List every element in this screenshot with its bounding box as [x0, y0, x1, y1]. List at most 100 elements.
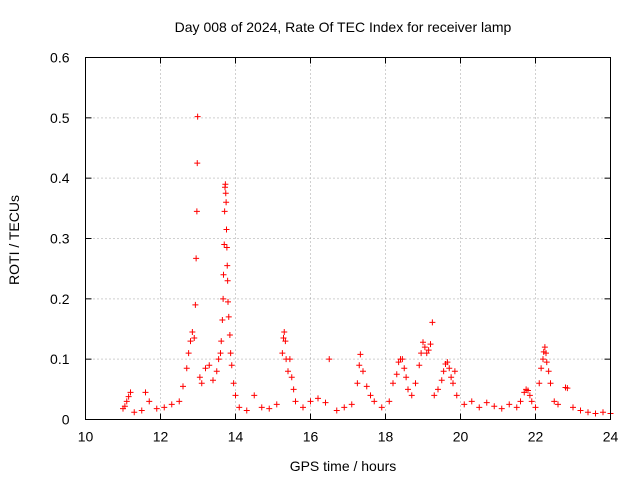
- data-point: [121, 403, 128, 410]
- data-point: [230, 380, 237, 387]
- data-point: [448, 374, 455, 381]
- data-point: [538, 365, 545, 372]
- data-point: [223, 199, 230, 206]
- data-points: [120, 113, 614, 417]
- x-tick-label: 24: [603, 429, 619, 445]
- data-point: [405, 386, 411, 393]
- data-point: [202, 365, 209, 372]
- data-point: [226, 332, 233, 339]
- data-point: [545, 368, 552, 375]
- data-point: [532, 404, 539, 411]
- data-point: [290, 386, 297, 393]
- axis-ticks: [85, 57, 611, 420]
- grid-lines: [85, 57, 611, 420]
- data-point: [564, 385, 571, 392]
- data-point: [138, 407, 145, 414]
- data-point: [341, 404, 348, 411]
- data-point: [420, 339, 426, 346]
- data-point: [192, 301, 199, 308]
- y-tick-label: 0.2: [50, 291, 70, 307]
- data-point: [540, 356, 546, 363]
- data-point: [266, 405, 273, 412]
- data-point: [600, 409, 606, 416]
- data-point: [189, 329, 196, 336]
- data-point: [543, 350, 549, 357]
- data-point: [300, 404, 306, 411]
- data-point: [127, 389, 134, 396]
- data-point: [498, 405, 505, 412]
- data-point: [585, 409, 591, 416]
- data-point: [543, 359, 550, 366]
- data-point: [292, 398, 299, 405]
- data-point: [243, 407, 250, 414]
- data-point: [476, 404, 483, 411]
- data-point: [258, 404, 265, 411]
- data-point: [425, 347, 432, 354]
- x-axis-label: GPS time / hours: [290, 458, 397, 474]
- x-tick-label: 20: [453, 429, 469, 445]
- data-point: [431, 392, 438, 399]
- data-point: [357, 351, 364, 358]
- data-point: [570, 404, 576, 411]
- data-point: [315, 395, 321, 402]
- data-point: [224, 262, 231, 269]
- data-point: [483, 399, 490, 406]
- data-point: [371, 398, 378, 405]
- x-tick-label: 22: [528, 429, 544, 445]
- data-point: [191, 335, 198, 342]
- data-point: [282, 338, 289, 345]
- y-tick-label: 0: [62, 412, 70, 428]
- data-point: [418, 350, 425, 357]
- data-point: [333, 407, 340, 414]
- data-point: [273, 401, 280, 408]
- data-point: [198, 380, 205, 387]
- data-point: [461, 401, 468, 408]
- tick-labels: 10 12 14 16 18 20 22 24 0 0.1 0.2 0.3 0.4 0.5 0.6: [50, 50, 618, 445]
- data-point: [236, 404, 243, 411]
- data-point: [281, 329, 288, 336]
- data-point: [223, 226, 230, 233]
- data-point: [220, 295, 227, 302]
- data-point: [438, 377, 445, 384]
- data-point: [227, 350, 234, 357]
- data-point: [416, 362, 423, 369]
- data-point: [206, 362, 213, 369]
- data-point: [193, 208, 200, 215]
- data-point: [521, 389, 528, 396]
- data-point: [232, 392, 239, 399]
- plot-frame: [85, 57, 611, 420]
- data-point: [444, 359, 451, 366]
- data-point: [363, 383, 370, 390]
- data-point: [360, 368, 366, 375]
- data-point: [222, 181, 229, 188]
- data-point: [446, 365, 453, 372]
- data-point: [435, 386, 441, 393]
- data-point: [123, 398, 130, 405]
- x-tick-label: 12: [153, 429, 169, 445]
- data-point: [356, 362, 363, 369]
- data-point: [217, 350, 224, 357]
- data-point: [528, 398, 535, 405]
- data-point: [354, 380, 361, 387]
- data-point: [142, 389, 149, 396]
- data-point: [215, 356, 222, 363]
- data-point: [348, 401, 355, 408]
- y-tick-label: 0.6: [50, 50, 70, 66]
- data-point: [146, 398, 153, 405]
- data-point: [450, 380, 456, 387]
- data-point: [225, 313, 232, 320]
- data-point: [390, 380, 396, 387]
- data-point: [221, 241, 228, 248]
- data-point: [213, 368, 220, 375]
- data-point: [440, 368, 447, 375]
- data-point: [525, 387, 531, 394]
- data-point: [412, 380, 419, 387]
- data-point: [183, 365, 190, 372]
- data-point: [378, 404, 385, 411]
- y-tick-label: 0.5: [50, 110, 70, 126]
- data-point: [408, 392, 415, 399]
- chart-title: Day 008 of 2024, Rate Of TEC Index for r…: [175, 19, 512, 35]
- data-point: [228, 362, 235, 369]
- data-point: [176, 398, 183, 405]
